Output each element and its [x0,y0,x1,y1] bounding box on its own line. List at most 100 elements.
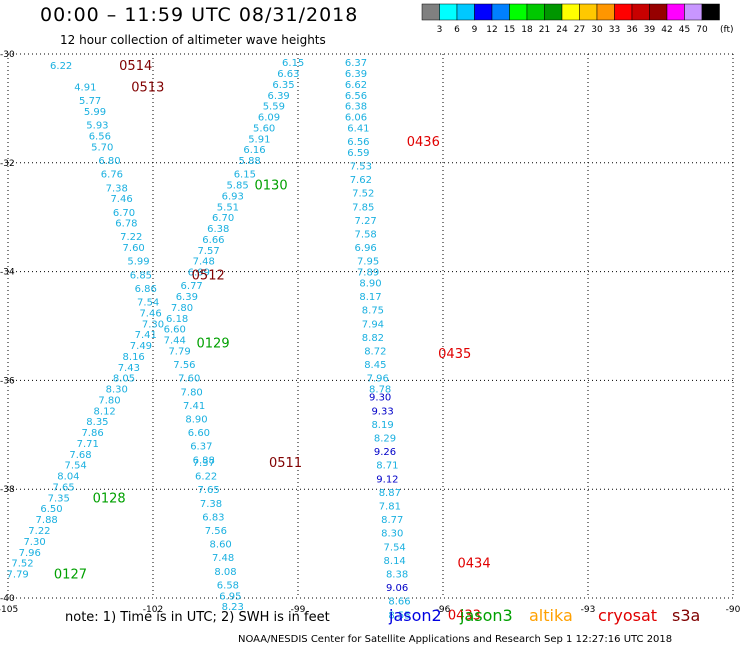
wave-height-value: 6.56 [347,137,369,148]
wave-height-value: 7.60 [178,374,200,385]
wave-height-value: 5.93 [86,121,108,132]
wave-height-value: 7.48 [193,257,215,268]
wave-height-value: 7.65 [52,482,74,493]
legend-label: 15 [504,25,515,35]
wave-height-value: 5.59 [263,102,285,113]
wave-height-value: 4.91 [74,83,96,94]
legend-label: 39 [644,25,656,35]
wave-height-value: 8.05 [113,374,135,385]
wave-height-value: 6.16 [243,145,265,156]
wave-height-value: 8.14 [384,556,406,567]
wave-height-value: 7.35 [48,493,70,504]
wave-height-value: 6.50 [40,504,62,515]
wave-height-value: 7.96 [367,374,389,385]
legend-label: 27 [574,25,585,35]
wave-height-value: 6.63 [277,69,299,80]
legend-label: 42 [661,25,672,35]
wave-height-value: 7.81 [379,502,401,513]
wave-height-value: 6.80 [98,156,120,167]
x-tick-label: -105 [0,605,18,615]
wave-height-value: 7.54 [137,298,159,309]
wave-height-value: 8.90 [359,278,381,289]
wave-height-value: 6.66 [202,235,224,246]
wave-height-value: 7.80 [171,303,193,314]
pass-time-label: 0512 [192,268,225,283]
footer-credit: NOAA/NESDIS Center for Satellite Applica… [238,634,673,645]
wave-height-value: 7.94 [362,319,384,330]
wave-height-value: 7.37 [193,458,215,469]
wave-height-value: 7.41 [135,330,157,341]
wave-height-value: 5.88 [239,156,261,167]
pass-time-label: 0435 [438,347,471,362]
wave-height-value: 7.30 [23,537,45,548]
wave-height-value: 6.35 [272,80,294,91]
wave-height-value: 7.30 [142,319,164,330]
wave-height-value: 6.56 [345,91,367,102]
wave-height-value: 7.52 [352,189,374,200]
wave-height-value: 6.60 [164,325,186,336]
wave-height-value: 6.85 [130,270,152,281]
wave-height-value: 6.59 [347,148,369,159]
wave-height-value: 7.48 [212,553,234,564]
wave-height-value: 5.85 [226,181,248,192]
legend-label: 18 [521,25,533,35]
satellite-s3a: s3a [672,606,701,625]
pass-time-label: 0434 [458,557,491,572]
pass-time-label: 0511 [269,456,302,471]
wave-height-value: 7.79 [7,570,29,581]
legend-unit: (ft) [720,25,734,35]
wave-height-value: 7.58 [355,230,377,241]
x-tick-label: -90 [726,605,740,615]
wave-height-value: 8.17 [359,292,381,303]
pass-time-label: 0127 [54,568,87,583]
wave-height-value: 5.51 [217,202,239,213]
wave-height-value: 6.76 [101,170,123,181]
wave-height-value: 8.66 [388,597,410,608]
wave-height-value: 8.23 [222,602,244,613]
wave-height-value: 7.80 [181,387,203,398]
wave-height-value: 6.37 [190,442,212,453]
wave-height-value: 7.65 [197,485,219,496]
wave-height-value: 8.45 [364,360,386,371]
wave-height-value: 7.89 [357,268,379,279]
wave-height-value: 6.60 [188,428,210,439]
pass-time-label: 0513 [131,81,164,96]
wave-height-value: 8.19 [371,420,393,431]
chart-title: 00:00 – 11:59 UTC 08/31/2018 [40,4,359,26]
wave-height-value: 6.06 [345,113,367,124]
wave-height-value: 6.18 [166,314,188,325]
wave-height-value: 7.86 [81,428,103,439]
wave-height-value: 8.38 [386,570,408,581]
wave-height-value: 5.99 [84,107,106,118]
wave-height-value: 6.37 [345,58,367,69]
x-tick-label: -96 [436,605,451,615]
wave-height-value: 7.49 [130,341,152,352]
wave-height-value: 8.16 [123,352,145,363]
wave-height-value: 9.06 [386,583,408,594]
wave-height-value: 6.39 [345,69,367,80]
wave-height-value: 7.56 [173,360,195,371]
pass-time-label: 0433 [448,608,481,623]
wave-height-value: 8.75 [362,306,384,317]
wave-height-value: 6.39 [176,292,198,303]
legend-label: 45 [679,25,690,35]
wave-height-value: 7.43 [118,363,140,374]
wave-height-value: 7.54 [65,461,87,472]
wave-height-value: 6.38 [345,102,367,113]
wave-height-value: 7.96 [19,548,41,559]
wave-height-value: 8.30 [106,385,128,396]
wave-height-value: 7.79 [168,346,190,357]
wave-height-value: 7.60 [123,243,145,254]
pass-time-label: 0130 [255,179,288,194]
wave-height-value: 6.41 [347,123,369,134]
legend-label: 70 [696,25,708,35]
wave-height-value: 6.86 [135,284,157,295]
wave-height-value: 6.70 [212,213,234,224]
wave-height-value: 6.62 [345,80,367,91]
pass-time-label: 0514 [119,59,152,74]
wave-height-value: 7.71 [77,439,99,450]
wave-height-value: 8.30 [381,529,403,540]
wave-height-value: 9.33 [371,406,393,417]
x-tick-label: -99 [291,605,306,615]
wave-height-value: 7.68 [69,450,91,461]
